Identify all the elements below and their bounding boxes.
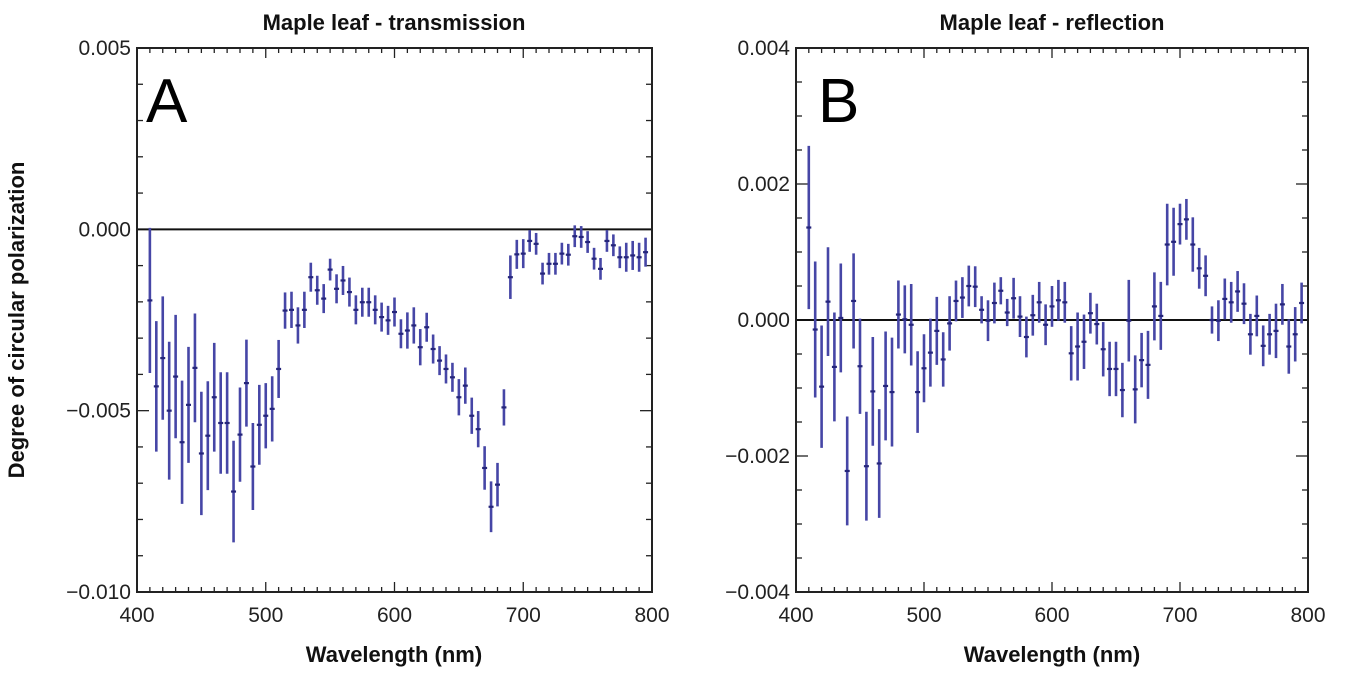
y-tick-label: 0.000	[78, 218, 131, 241]
x-tick-label: 600	[1034, 604, 1069, 627]
x-tick-label: 800	[1290, 604, 1325, 627]
y-tick-label: 0.004	[737, 37, 790, 60]
panel-b-title: Maple leaf - reflection	[940, 10, 1165, 35]
y-tick-label: −0.002	[725, 445, 790, 468]
y-tick-label: 0.005	[78, 37, 131, 60]
x-tick-label: 600	[377, 604, 412, 627]
panel-a: Maple leaf - transmission A Wavelength (…	[66, 10, 669, 667]
y-axis-label: Degree of circular polarization	[4, 162, 29, 479]
x-tick-label: 800	[634, 604, 669, 627]
panel-b: Maple leaf - reflection B Wavelength (nm…	[725, 10, 1325, 667]
x-tick-label: 400	[119, 604, 154, 627]
plot-frame	[136, 47, 653, 593]
y-tick-label: 0.000	[737, 309, 790, 332]
panel-b-x-axis-label: Wavelength (nm)	[964, 642, 1140, 667]
panel-a-x-axis-label: Wavelength (nm)	[306, 642, 482, 667]
panel-b-label: B	[818, 67, 859, 136]
plot-frame	[795, 47, 1309, 593]
x-tick-label: 400	[778, 604, 813, 627]
y-tick-label: −0.004	[725, 581, 790, 604]
x-tick-label: 500	[248, 604, 283, 627]
x-tick-label: 500	[906, 604, 941, 627]
y-tick-label: −0.010	[66, 581, 131, 604]
panel-a-label: A	[146, 67, 188, 136]
y-tick-label: 0.002	[737, 173, 790, 196]
x-tick-label: 700	[506, 604, 541, 627]
x-tick-label: 700	[1162, 604, 1197, 627]
panel-a-title: Maple leaf - transmission	[263, 10, 526, 35]
y-tick-label: −0.005	[66, 400, 131, 423]
